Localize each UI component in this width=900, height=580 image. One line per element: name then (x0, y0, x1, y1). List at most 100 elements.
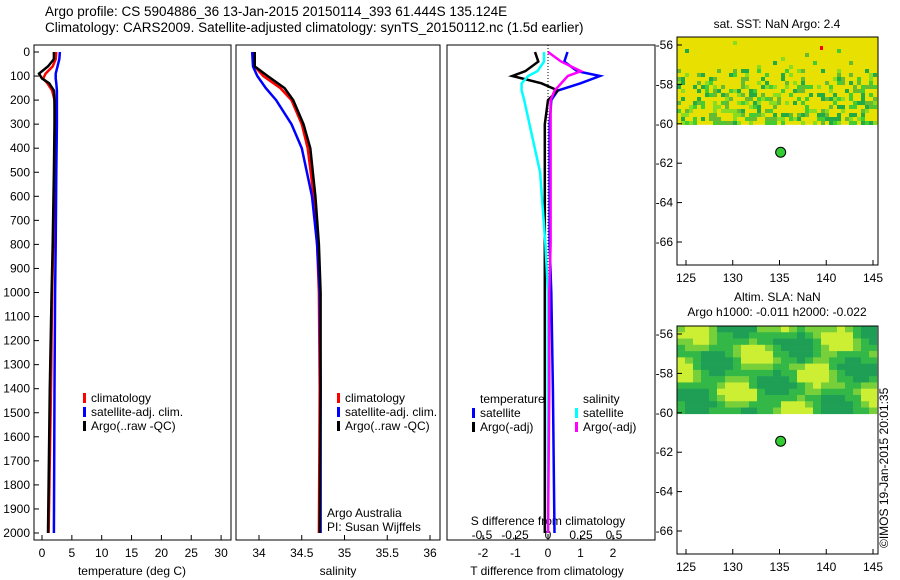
sst-map-cell (765, 97, 769, 101)
sla-map-cell (693, 332, 702, 339)
sst-map-cell (677, 77, 681, 81)
temperature-line-argo-raw-qc- (37, 52, 56, 534)
sst-map-cell (749, 97, 753, 101)
sst-map-cell (765, 117, 769, 121)
sla-map-cell (757, 332, 766, 339)
sst-map-cell (745, 101, 749, 105)
sst-map-cell (837, 97, 841, 101)
sla-map-cell (845, 382, 854, 390)
sla-map-cell (709, 369, 718, 377)
sst-map-cell (705, 93, 709, 97)
sst-map-cell (849, 93, 853, 97)
sst-map-ytick-label: -58 (656, 77, 674, 91)
sst-map-cell (801, 113, 805, 117)
sla-map-cell (765, 326, 774, 333)
sst-map-cell (781, 117, 785, 121)
sla-map-cell (789, 357, 798, 364)
sst-map-cell (849, 117, 853, 121)
sst-map-ytick-label: -56 (656, 38, 674, 52)
sst-map-cell (865, 101, 869, 105)
sla-map-cell (813, 344, 822, 352)
sla-map-cell (797, 401, 806, 408)
sla-map-cell (709, 332, 718, 339)
sla-map-cell (869, 338, 878, 346)
sla-map-cell (709, 401, 718, 408)
sla-map-cell (829, 407, 838, 415)
sla-map-cell (701, 376, 710, 383)
sst-map-cell (857, 81, 861, 85)
sla-map-cell (781, 407, 790, 415)
sla-map-cell (773, 369, 782, 377)
sst-map-cell (869, 81, 873, 85)
sst-map-cell (801, 101, 805, 105)
sla-map-cell (773, 382, 782, 390)
sst-map-cell (713, 109, 717, 113)
sla-map-cell (781, 332, 790, 339)
sst-map-cell (861, 101, 865, 105)
sla-map-cell (805, 388, 814, 396)
sst-map-cell (741, 93, 745, 97)
sst-map-cell (753, 93, 757, 97)
sla-map-cell (717, 382, 726, 390)
sla-map-cell (797, 332, 806, 339)
sst-map-cell (697, 73, 701, 77)
sst-map-cell (833, 101, 837, 105)
sst-map-cell (761, 97, 765, 101)
sla-map-cell (757, 388, 766, 396)
sla-map-cell (837, 376, 846, 383)
temperature-legend-swatch (83, 393, 86, 403)
sla-map-cell (685, 401, 694, 408)
sst-map-cell (765, 85, 769, 89)
sla-map-cell (837, 394, 846, 402)
sdiff-tick-label: 0.25 (569, 528, 593, 542)
sla-map-cell (717, 401, 726, 408)
sla-map-cell (813, 363, 822, 371)
sst-map-cell (777, 117, 781, 121)
depth-tick-label: 1300 (3, 358, 30, 372)
sla-map-cell (821, 407, 830, 415)
sla-map-cell (733, 376, 742, 383)
sst-map-cell (817, 93, 821, 97)
sla-map-cell (821, 369, 830, 377)
sla-map-cell (773, 388, 782, 396)
sla-map-cell (813, 394, 822, 402)
sla-map-cell (805, 401, 814, 408)
sst-map-cell (729, 73, 733, 77)
sst-map-cell (757, 81, 761, 85)
depth-tick-label: 1700 (3, 454, 30, 468)
sst-map-cell (801, 89, 805, 93)
sst-map-cell (821, 109, 825, 113)
sst-map-cell (757, 105, 761, 109)
credit-stamp: ©IMOS 19-Jan-2015 20:01:35 (877, 387, 891, 548)
sla-map-cell (821, 388, 830, 396)
depth-tick-label: 2000 (3, 526, 30, 540)
sla-map-cell (765, 338, 774, 346)
sla-map-cell (765, 363, 774, 371)
salinity-legend-swatch (337, 407, 340, 417)
sst-map-cell (709, 81, 713, 85)
sst-map-cell (857, 101, 861, 105)
sla-map-cell (757, 376, 766, 383)
sla-map-cell (797, 376, 806, 383)
sla-map-cell (741, 388, 750, 396)
sst-map-cell (821, 117, 825, 121)
tdiff-xtick-label: -1 (510, 546, 521, 560)
sla-map-cell (717, 351, 726, 358)
depth-tick-label: 1100 (4, 310, 30, 324)
sst-map-xtick-label: 145 (863, 271, 883, 285)
sla-map-cell (757, 382, 766, 390)
sst-map-argo-position-marker (775, 146, 787, 158)
sla-map-cell (869, 401, 878, 408)
salinity-legend-label: climatology (345, 391, 405, 405)
temperature-xtick-label: 25 (185, 546, 199, 560)
salinity-axis-label: salinity (320, 564, 357, 578)
depth-tick-label: 700 (10, 213, 30, 227)
sla-map-cell (789, 376, 798, 383)
salinity-xtick-label: 36 (423, 546, 437, 560)
sst-map-cell (861, 85, 865, 89)
sla-map-cell (725, 357, 734, 364)
sla-map-cell (869, 388, 878, 396)
title-line-2: Climatology: CARS2009. Satellite-adjuste… (45, 20, 584, 35)
sst-map-cell (857, 89, 861, 93)
sla-map-cell (709, 388, 718, 396)
